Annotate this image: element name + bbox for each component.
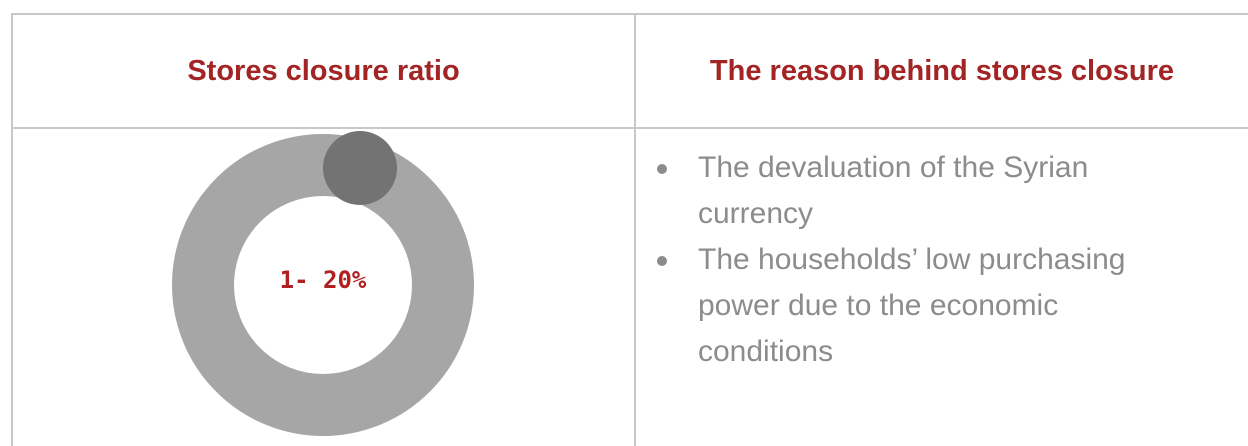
reason-list: The devaluation of the Syrian currency T…: [652, 145, 1172, 375]
table-border: [634, 13, 636, 446]
header-cell: Stores closure ratio: [187, 54, 460, 87]
header-cell: The reason behind stores closure: [709, 54, 1175, 87]
reason-item: The households’ low purchasing power due…: [657, 237, 1172, 375]
table-border: [12, 13, 1248, 15]
ratio-label: 1- 20%: [279, 266, 367, 294]
reason-item: The devaluation of the Syrian currency: [657, 145, 1172, 237]
donut-marker: [323, 131, 397, 205]
table-border: [12, 127, 1248, 129]
table-border: [11, 13, 13, 446]
donut-ring: [172, 134, 474, 436]
